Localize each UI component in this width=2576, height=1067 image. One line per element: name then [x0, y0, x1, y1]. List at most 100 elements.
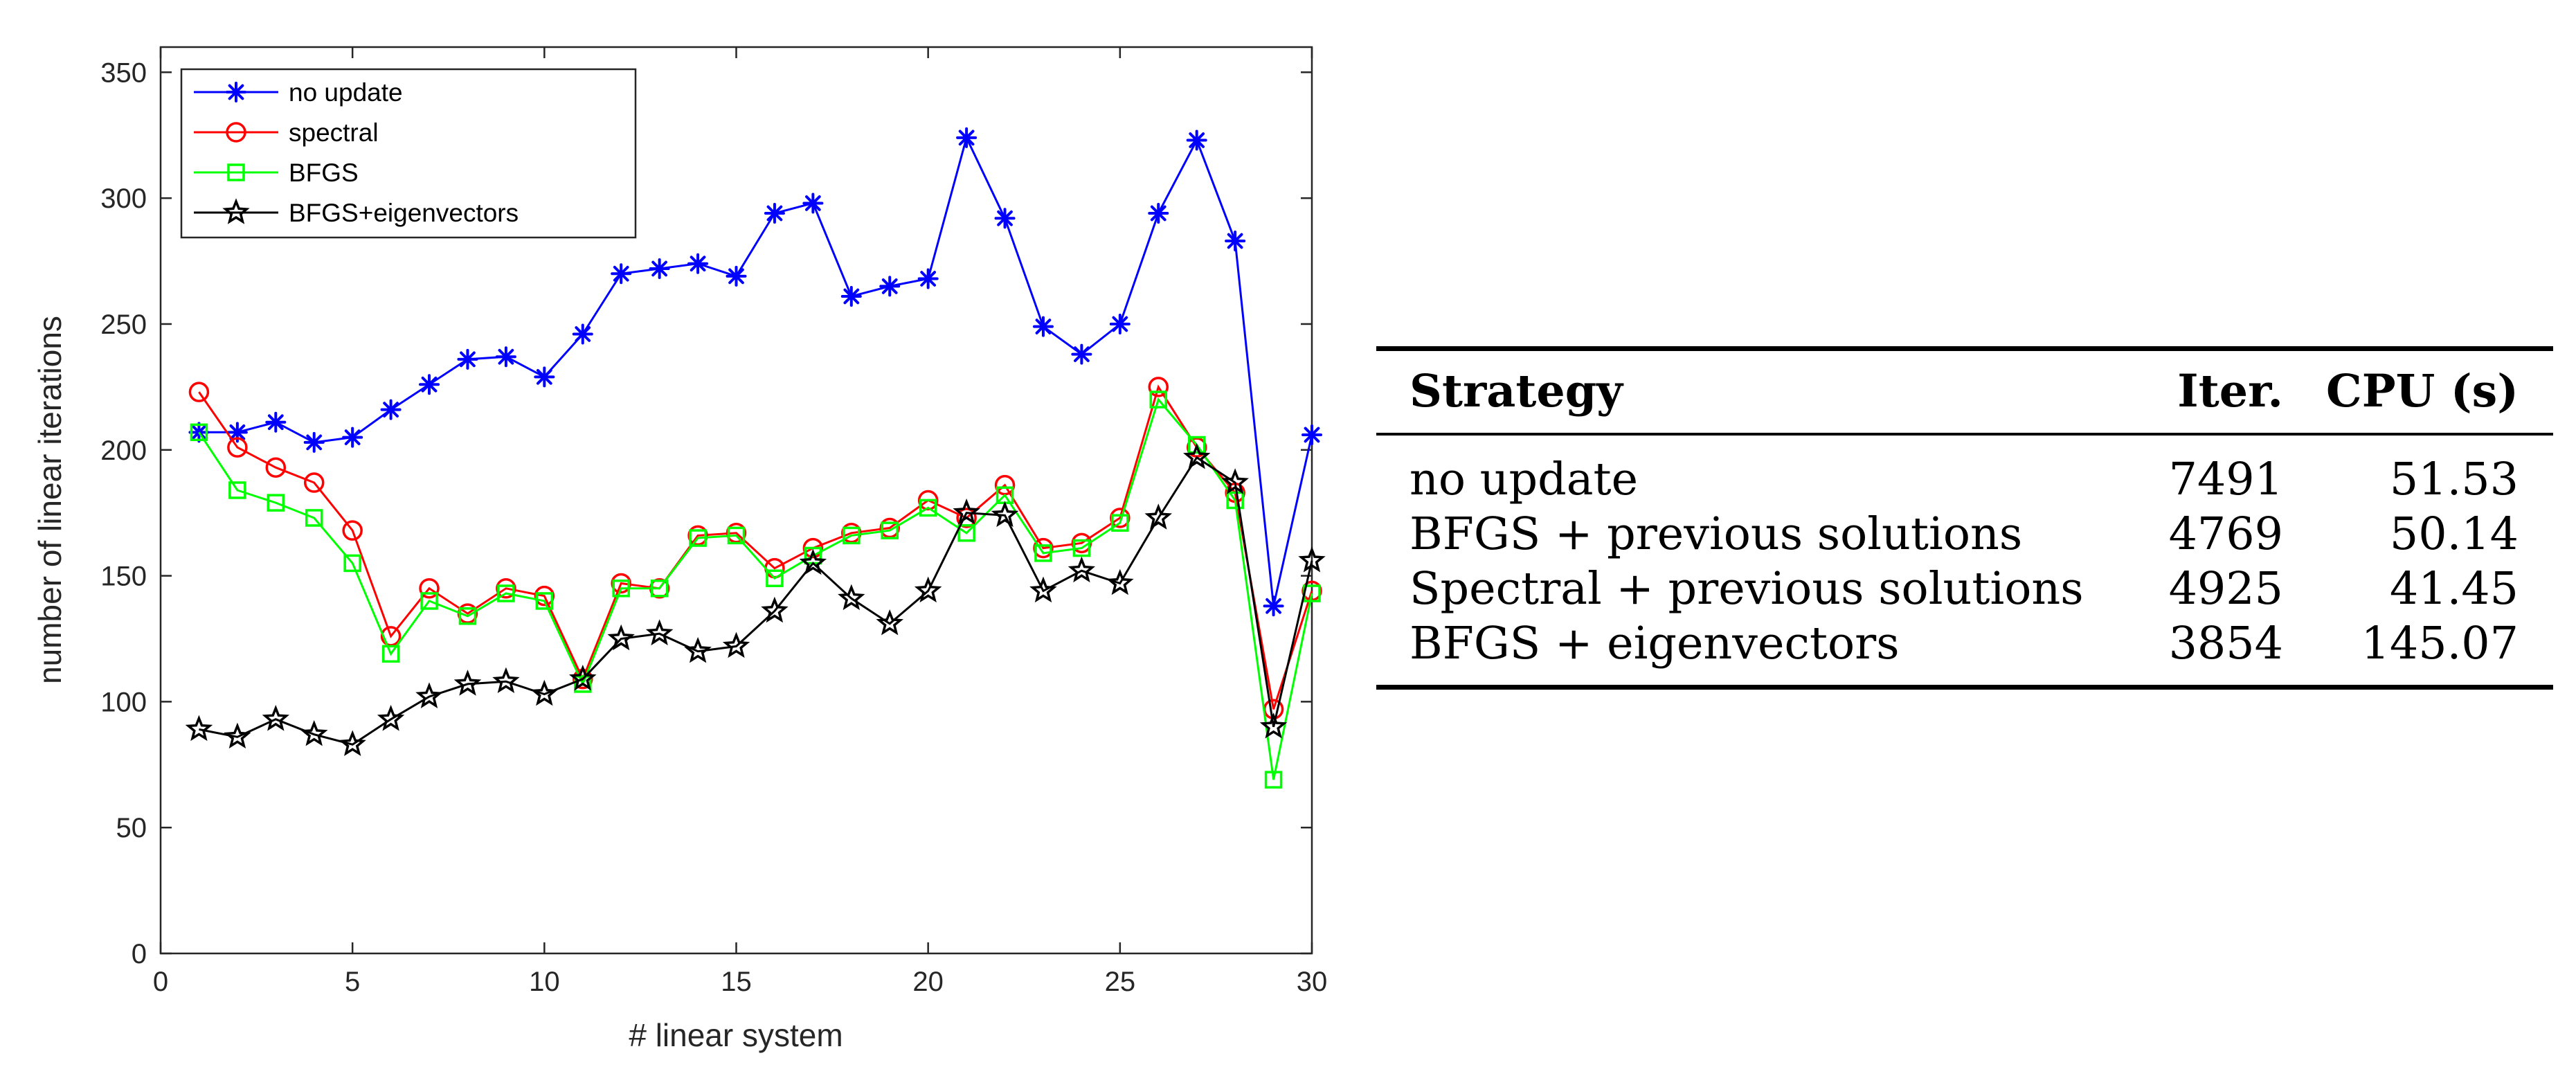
data-point: [838, 584, 865, 611]
data-point: [1226, 491, 1244, 510]
legend-label: BFGS+eigenvectors: [289, 199, 519, 227]
data-point: [303, 472, 325, 493]
data-point: [611, 573, 631, 594]
data-point: [262, 705, 289, 731]
data-point: [994, 208, 1016, 229]
data-point: [953, 498, 980, 525]
data-point: [802, 537, 824, 559]
data-point: [761, 596, 789, 623]
data-point: [876, 609, 904, 636]
x-tick-label: 0: [153, 967, 168, 997]
data-point: [342, 520, 363, 541]
data-point: [649, 258, 670, 279]
data-point: [1071, 343, 1092, 365]
data-point: [497, 584, 515, 602]
data-point: [377, 705, 405, 731]
header-strategy: Strategy: [1376, 346, 2145, 436]
data-point: [687, 253, 709, 274]
data-point: [420, 592, 438, 610]
data-point: [650, 580, 669, 598]
cell-iter: 7491: [2168, 454, 2283, 505]
cell-strategy: Spectral + previous solutions: [1409, 563, 2084, 615]
series-no-update: [188, 127, 1322, 617]
data-point: [267, 494, 285, 512]
data-point: [1298, 546, 1326, 573]
data-point: [956, 508, 977, 528]
data-point: [1029, 576, 1057, 603]
data-point: [265, 457, 287, 478]
x-tick-label: 10: [529, 967, 560, 997]
series-line: [198, 384, 1313, 710]
y-tick-label: 300: [100, 183, 147, 214]
data-point: [453, 670, 482, 696]
data-point: [799, 548, 827, 575]
data-point: [1033, 537, 1054, 559]
header-iter: Iter.: [2145, 346, 2283, 436]
series-layer: [185, 127, 1326, 789]
cell-cpu: 50.14: [2389, 508, 2519, 560]
cell-strategy: BFGS + eigenvectors: [1376, 616, 2145, 690]
data-point: [380, 399, 402, 420]
data-point: [185, 715, 213, 742]
data-point: [1186, 129, 1207, 151]
data-point: [1301, 424, 1322, 445]
data-point: [1149, 391, 1168, 409]
data-point: [188, 382, 210, 402]
series-bfgs: [190, 391, 1321, 789]
data-point: [535, 592, 554, 610]
cell-cpu: 51.53: [2389, 454, 2519, 505]
data-point: [1221, 468, 1249, 494]
data-point: [1259, 712, 1288, 739]
data-point: [568, 664, 597, 691]
legend-entry: BFGS+eigenvectors: [194, 198, 519, 227]
data-point: [1109, 313, 1131, 334]
data-point: [1144, 503, 1173, 530]
data-point: [228, 481, 246, 499]
data-point: [881, 521, 899, 539]
data-point: [415, 682, 443, 708]
y-tick-label: 50: [116, 813, 147, 843]
data-point: [914, 576, 942, 603]
x-tick-label: 5: [345, 967, 360, 997]
data-point: [612, 580, 630, 598]
data-point: [303, 431, 325, 453]
data-point: [917, 490, 939, 511]
line-chart: 0 5 10 15 20 25 30 0 50 100 150 200 250 300 350 # lin…: [32, 46, 1327, 1053]
data-point: [495, 346, 516, 368]
data-point: [1264, 771, 1283, 789]
x-axis: 0 5 10 15 20 25 30: [153, 47, 1327, 997]
cell-iter: 3854: [2145, 616, 2283, 690]
data-point: [574, 675, 592, 693]
y-axis-title: number of linear iterations: [32, 316, 68, 684]
data-point: [227, 163, 245, 181]
data-point: [919, 499, 937, 517]
data-point: [1187, 436, 1206, 454]
data-point: [957, 524, 975, 542]
legend-entry: spectral: [194, 118, 379, 147]
data-point: [226, 82, 246, 102]
data-point: [224, 722, 251, 749]
x-tick-label: 30: [1297, 967, 1328, 997]
data-point: [222, 198, 250, 224]
data-point: [339, 730, 366, 756]
data-point: [917, 268, 939, 289]
data-point: [492, 667, 520, 694]
legend-label: spectral: [289, 118, 379, 147]
legend-box: [180, 68, 637, 239]
data-point: [956, 127, 978, 148]
data-point: [572, 323, 593, 345]
cell-cpu: 145.07: [2283, 616, 2553, 690]
legend-entry: BFGS: [194, 159, 359, 187]
data-point: [1225, 230, 1246, 251]
legend: no update spectral BFGS BFGS+eigenvectors: [180, 68, 637, 239]
data-point: [1148, 202, 1169, 224]
y-axis: 0 50 100 150 200 250 300 350: [100, 57, 1312, 969]
data-point: [381, 645, 400, 663]
data-point: [726, 265, 747, 287]
y-tick-label: 100: [100, 687, 147, 717]
data-point: [840, 285, 862, 307]
data-point: [419, 578, 440, 599]
data-point: [1110, 508, 1131, 528]
data-point: [802, 192, 824, 214]
data-point: [496, 578, 516, 599]
